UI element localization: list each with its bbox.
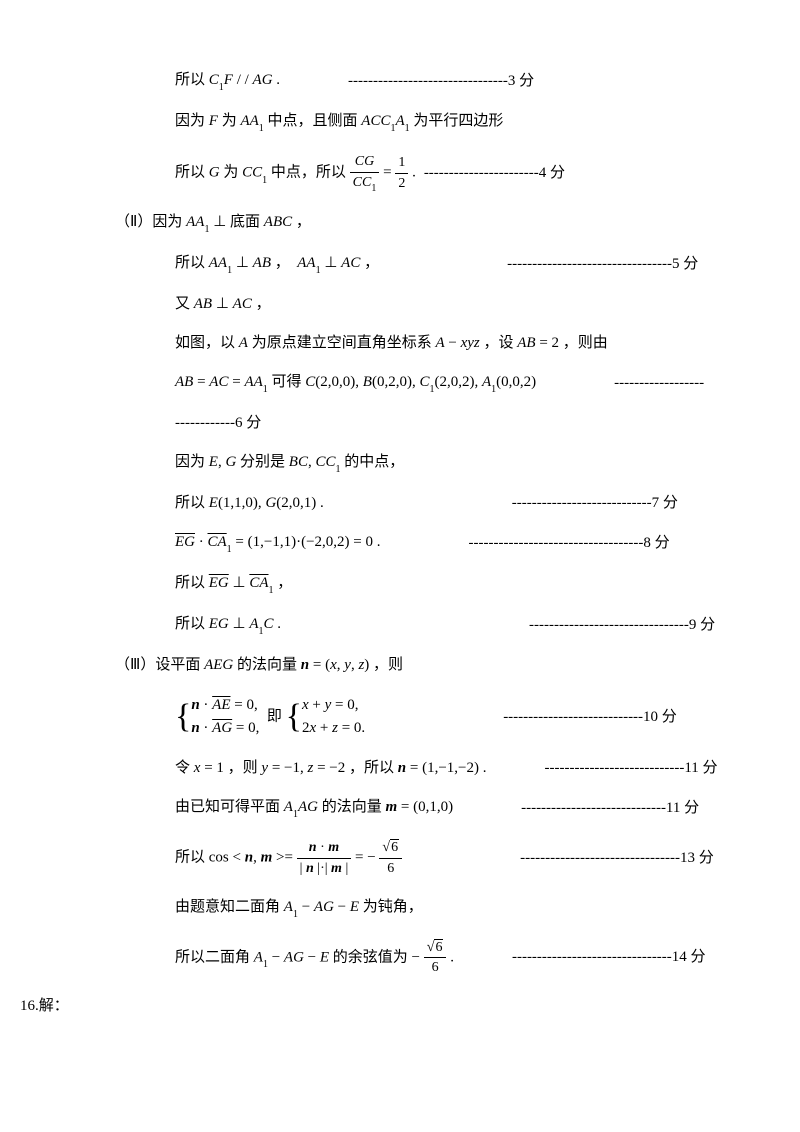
solution-line: AB = AC = AA1 可得 C(2,0,0), B(0,2,0), C1(… [90,372,740,395]
line-content: 所以 C1F / / AG . [175,70,280,93]
solution-line: ------------6 分 [90,413,740,434]
solution-line: 因为 F 为 AA1 中点，且侧面 ACC1A1 为平行四边形 [90,111,740,134]
solution-line: 如图，以 A 为原点建立空间直角坐标系 A − xyz ，设 AB = 2 ，则… [90,333,740,354]
solution-line: 由题意知二面角 A1 − AG − E 为钝角， [90,897,740,920]
solution-line: 所以 cos < n, m >= n · m| n |·| m | = − 66… [90,838,740,878]
solution-line: 因为 E, G 分别是 BC, CC1 的中点， [90,452,740,475]
line-content: 由题意知二面角 A1 − AG − E 为钝角， [175,897,423,920]
solution-line: 所以 C1F / / AG . -------------------------… [90,70,740,93]
solution-line: EG · CA1 = (1,−1,1)·(−2,0,2) = 0 . ------… [90,532,740,555]
score-marker: --------------------------------13 分 [520,848,714,869]
line-content: 因为 F 为 AA1 中点，且侧面 ACC1A1 为平行四边形 [175,111,503,134]
solution-line: 由已知可得平面 A1AG 的法向量 m = (0,1,0) -----------… [90,797,740,820]
line-content: 所以 AA1 ⊥ AB ， AA1 ⊥ AC ， [175,253,379,276]
score-marker: -----------------------4 分 [424,163,565,184]
line-content: 又 AB ⊥ AC ， [175,294,271,315]
line-content: （Ⅲ）设平面 AEG 的法向量 n = (x, y, z) ，则 [115,655,403,676]
line-content: 所以 G 为 CC1 中点，所以 CGCC1 = 12 . [175,152,416,194]
solution-line: 所以 EG ⊥ A1C . ---------------------------… [90,614,740,637]
score-marker: -----------------------------11 分 [521,798,699,819]
score-marker: ----------------------------11 分 [544,758,717,779]
score-marker: ----------------------------7 分 [512,493,678,514]
math-solution-body: 所以 C1F / / AG .-------------------------… [90,70,740,978]
solution-line: （Ⅲ）设平面 AEG 的法向量 n = (x, y, z) ，则 [90,655,740,676]
score-marker: ---------------------------------5 分 [507,254,698,275]
solution-line: 所以 AA1 ⊥ AB ， AA1 ⊥ AC ， ----------------… [90,253,740,276]
score-marker: ------------------ [614,373,704,394]
line-content: 因为 E, G 分别是 BC, CC1 的中点， [175,452,404,475]
solution-line: 所以 E(1,1,0), G(2,0,1) . -----------------… [90,493,740,514]
solution-line: 又 AB ⊥ AC ， [90,294,740,315]
line-content: EG · CA1 = (1,−1,1)·(−2,0,2) = 0 . [175,532,381,555]
score-marker: -----------------------------------8 分 [469,533,670,554]
score-marker: --------------------------------3 分 [348,71,534,92]
line-content: 所以 cos < n, m >= n · m| n |·| m | = − 66 [175,838,402,878]
line-content: {n · AE = 0,n · AG = 0, 即 {x + y = 0,2x … [175,694,365,740]
line-content: 由已知可得平面 A1AG 的法向量 m = (0,1,0) [175,797,453,820]
line-content: AB = AC = AA1 可得 C(2,0,0), B(0,2,0), C1(… [175,372,536,395]
score-marker: --------------------------------14 分 [512,947,706,968]
solution-line: 所以 G 为 CC1 中点，所以 CGCC1 = 12 . -----------… [90,152,740,194]
line-content: 所以 E(1,1,0), G(2,0,1) . [175,493,324,514]
line-content: 如图，以 A 为原点建立空间直角坐标系 A − xyz ，设 AB = 2 ，则… [175,333,608,354]
line-content: 所以 EG ⊥ CA1 ， [175,573,292,596]
line-content: 令 x = 1 ，则 y = −1, z = −2 ，所以 n = (1,−1,… [175,758,486,779]
footer-label: 16.解： [20,996,670,1017]
line-content: 所以二面角 A1 − AG − E 的余弦值为 − 66 . [175,938,454,978]
solution-line: {n · AE = 0,n · AG = 0, 即 {x + y = 0,2x … [90,694,740,740]
solution-line: （Ⅱ）因为 AA1 ⊥ 底面 ABC ， [90,212,740,235]
score-marker: ----------------------------10 分 [503,707,677,728]
score-marker: --------------------------------9 分 [529,615,715,636]
line-content: 所以 EG ⊥ A1C . [175,614,281,637]
solution-line: 令 x = 1 ，则 y = −1, z = −2 ，所以 n = (1,−1,… [90,758,740,779]
line-content: ------------6 分 [175,413,261,434]
solution-line: 所以 EG ⊥ CA1 ， [90,573,740,596]
solution-line: 所以二面角 A1 − AG − E 的余弦值为 − 66 . ----------… [90,938,740,978]
line-content: （Ⅱ）因为 AA1 ⊥ 底面 ABC ， [115,212,311,235]
